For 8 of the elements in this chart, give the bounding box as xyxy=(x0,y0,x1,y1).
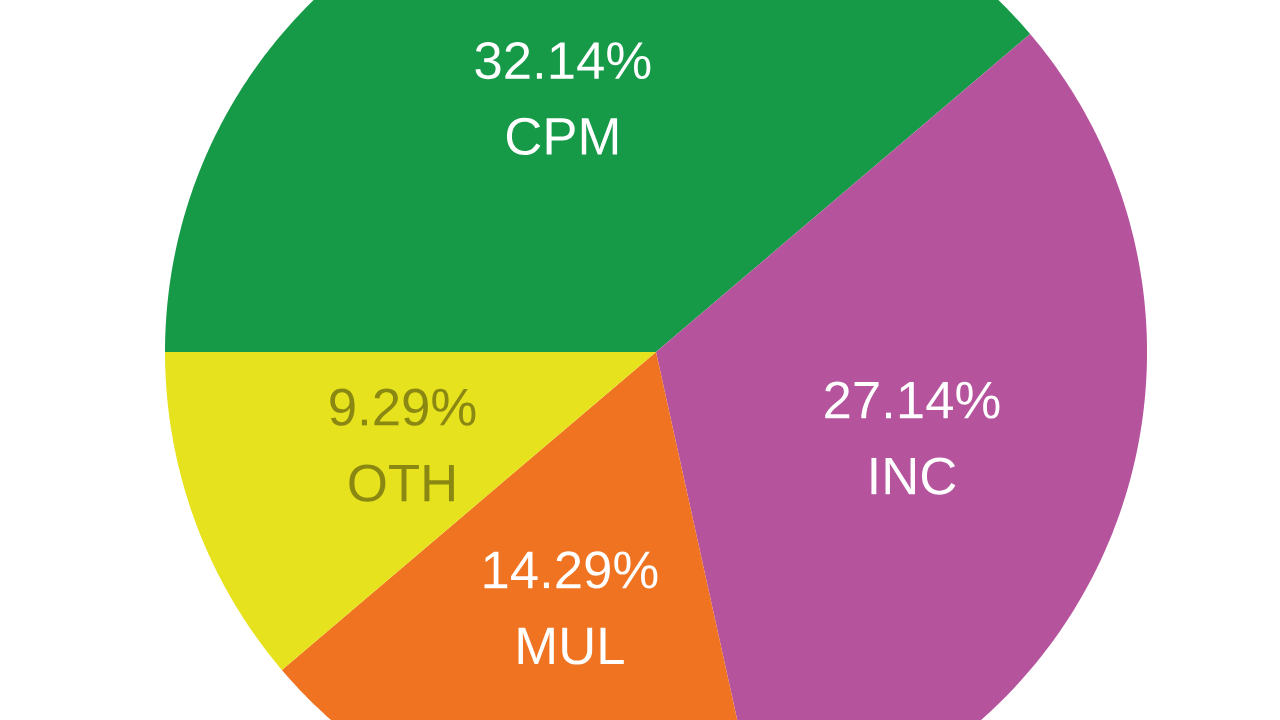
slice-label: INC xyxy=(871,457,956,495)
data-label: 9.29% xyxy=(330,388,476,426)
slice-label: OTH xyxy=(349,464,454,502)
slice-label: CPM xyxy=(506,117,618,156)
data-label: 32.14% xyxy=(475,41,651,80)
slice-label: MUL xyxy=(518,627,624,665)
data-label: 27.14% xyxy=(825,381,1000,419)
data-label: 14.29% xyxy=(484,551,658,589)
